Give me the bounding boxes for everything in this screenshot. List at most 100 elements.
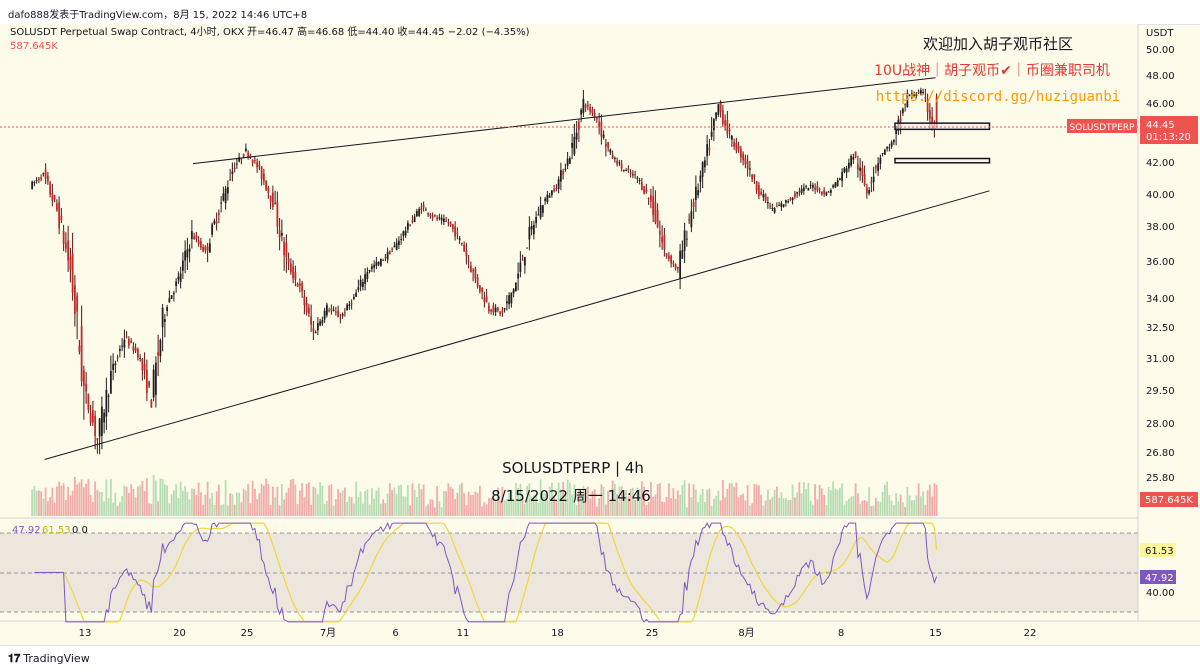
candle-body bbox=[535, 216, 538, 224]
price-tick-label: 32.50 bbox=[1146, 323, 1175, 334]
volume-bar bbox=[78, 482, 81, 516]
volume-bar bbox=[233, 504, 236, 516]
candle-body bbox=[262, 173, 265, 182]
volume-bar bbox=[847, 498, 850, 516]
candle-body bbox=[370, 266, 373, 270]
candle-body bbox=[872, 176, 875, 183]
volume-bar bbox=[328, 485, 331, 516]
volume-bar bbox=[197, 482, 200, 516]
volume-bar bbox=[132, 488, 135, 516]
volume-bar bbox=[724, 497, 727, 516]
volume-bar bbox=[181, 490, 184, 516]
candle-body bbox=[355, 292, 358, 297]
candle-body bbox=[931, 116, 934, 123]
candle-body bbox=[204, 246, 207, 251]
candle-body bbox=[141, 358, 144, 371]
candle-body bbox=[629, 172, 632, 174]
time-tick-label: 11 bbox=[457, 628, 470, 639]
candle-body bbox=[618, 162, 621, 164]
volume-bar bbox=[472, 494, 475, 516]
symbol-tag-bg bbox=[1067, 119, 1137, 133]
volume-bar bbox=[420, 489, 423, 516]
volume-bar bbox=[676, 490, 679, 516]
volume-bar bbox=[321, 485, 324, 516]
candle-body bbox=[649, 195, 652, 202]
candle-body bbox=[825, 192, 828, 196]
candle-body bbox=[433, 215, 436, 217]
price-tick-label: 42.00 bbox=[1146, 158, 1175, 169]
volume-bar bbox=[874, 498, 877, 516]
candle-body bbox=[721, 110, 724, 125]
volume-tag: 587.645K bbox=[1145, 495, 1193, 506]
volume-bar bbox=[94, 481, 97, 516]
candle-body bbox=[352, 296, 355, 299]
candle-body bbox=[366, 272, 369, 279]
candle-body bbox=[289, 263, 292, 273]
candle-body bbox=[67, 240, 70, 261]
volume-bar bbox=[231, 494, 234, 516]
candle-body bbox=[881, 152, 884, 154]
volume-bar bbox=[440, 507, 443, 516]
candle-body bbox=[744, 158, 747, 164]
volume-bar bbox=[163, 484, 166, 516]
candle-body bbox=[85, 383, 88, 392]
volume-bar bbox=[40, 491, 43, 516]
volume-bar bbox=[814, 484, 817, 516]
volume-bar bbox=[433, 507, 436, 516]
time-tick-label: 20 bbox=[173, 628, 186, 639]
time-tick-label: 6 bbox=[392, 628, 398, 639]
volume-bar bbox=[802, 482, 805, 516]
candle-body bbox=[103, 412, 106, 423]
candle-body bbox=[917, 91, 920, 94]
volume-bar bbox=[809, 500, 812, 516]
volume-bar bbox=[553, 495, 556, 516]
candle-body bbox=[269, 195, 272, 202]
price-axis[interactable]: 50.0048.0046.0044.0042.0040.0038.0036.00… bbox=[1146, 45, 1175, 484]
candle-body bbox=[755, 181, 758, 191]
volume-bar bbox=[575, 504, 578, 516]
chart[interactable]: 50.0048.0046.0044.0042.0040.0038.0036.00… bbox=[0, 24, 1200, 645]
volume-bar bbox=[415, 497, 418, 516]
candle-body bbox=[274, 203, 277, 205]
volume-bar bbox=[368, 504, 371, 516]
tradingview-logo[interactable]: 𝟏𝟕 TradingView bbox=[8, 652, 90, 666]
volume-bar bbox=[674, 498, 677, 516]
candle-body bbox=[87, 393, 90, 410]
candle-body bbox=[726, 120, 729, 134]
volume-bar bbox=[397, 485, 400, 516]
volume-bar bbox=[703, 502, 706, 516]
volume-bar bbox=[681, 485, 684, 516]
volume-bar bbox=[370, 488, 373, 516]
volume-bar bbox=[483, 502, 486, 516]
volume-bar bbox=[521, 496, 524, 516]
candle-body bbox=[325, 304, 328, 316]
volume-bar bbox=[51, 487, 54, 516]
candle-body bbox=[775, 206, 778, 208]
candle-body bbox=[60, 216, 63, 221]
candle-body bbox=[487, 305, 490, 312]
legend-symbol[interactable]: SOLUSDT Perpetual Swap Contract, 4小时, OK… bbox=[10, 26, 244, 38]
candle-body bbox=[899, 118, 902, 122]
time-axis[interactable]: 13 20 25 7月 6 11 18 25 8月 8 15 22 bbox=[79, 627, 1037, 639]
candle-body bbox=[735, 142, 738, 151]
candle-body bbox=[231, 171, 234, 174]
candle-body bbox=[782, 204, 785, 207]
candle-body bbox=[746, 161, 749, 169]
volume-bar bbox=[474, 491, 477, 516]
volume-bar bbox=[213, 504, 216, 516]
volume-bar bbox=[755, 484, 758, 516]
price-pane[interactable] bbox=[0, 24, 1138, 518]
volume-bar bbox=[501, 486, 504, 516]
volume-bar bbox=[550, 482, 553, 516]
volume-bar bbox=[546, 500, 549, 516]
volume-bar bbox=[449, 487, 452, 516]
volume-bar bbox=[343, 487, 346, 516]
time-tick-label: 8月 bbox=[738, 627, 754, 639]
volume-bar bbox=[127, 492, 130, 516]
candle-body bbox=[454, 226, 457, 237]
candle-body bbox=[235, 163, 238, 165]
candle-body bbox=[710, 131, 713, 137]
volume-bar bbox=[348, 496, 351, 516]
volume-bar bbox=[881, 491, 884, 516]
candle-body bbox=[602, 134, 605, 138]
